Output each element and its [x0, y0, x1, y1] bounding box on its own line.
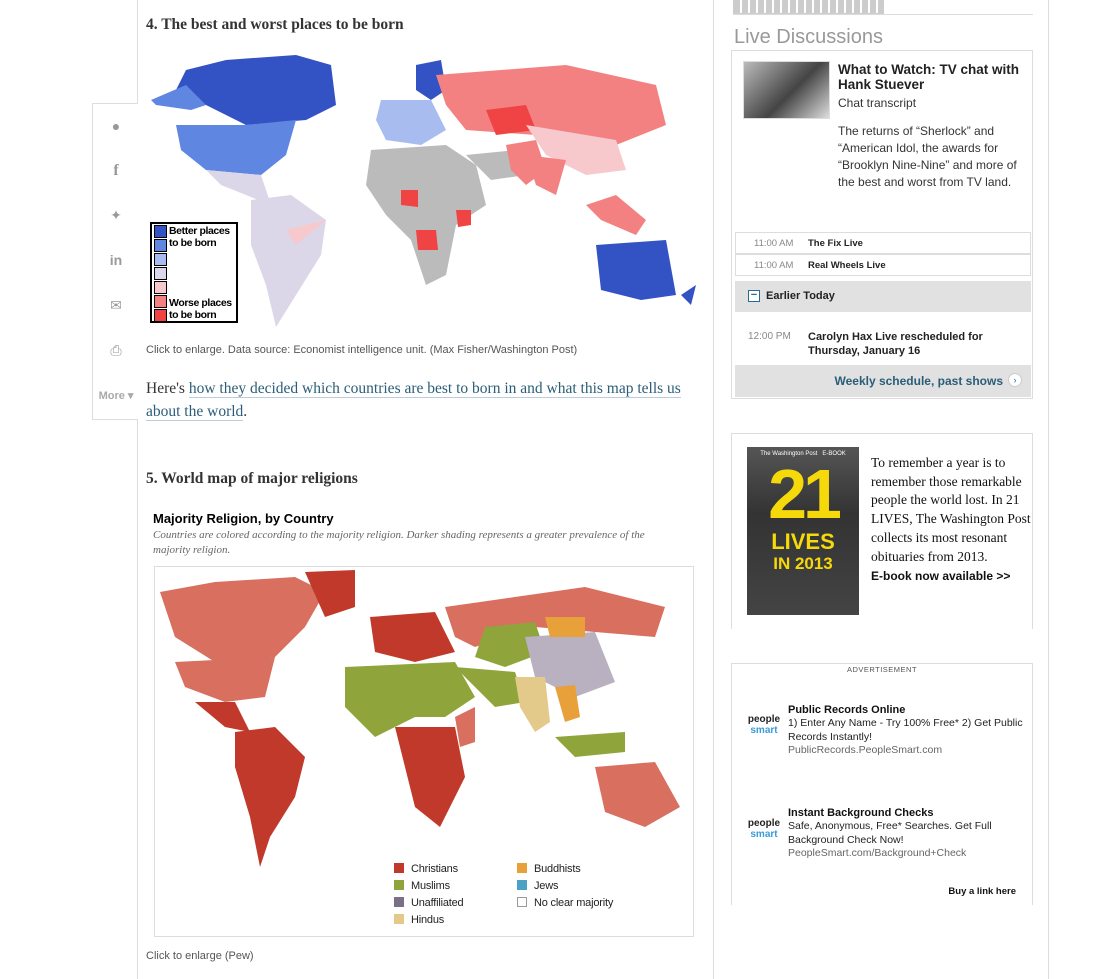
legend-swatch — [154, 295, 167, 308]
legend-item: Buddhists — [517, 863, 581, 875]
top-widget — [733, 0, 884, 14]
section-heading: 4. The best and worst places to be born — [146, 16, 404, 33]
legend-swatch — [154, 253, 167, 266]
map-subtitle: Countries are colored according to the m… — [153, 529, 645, 556]
legend-swatch — [154, 225, 167, 238]
para-text: Here's — [146, 380, 189, 397]
ad-label: ADVERTISEMENT — [846, 665, 918, 674]
legend-swatch — [154, 281, 167, 294]
buy-link[interactable]: Buy a link here — [948, 886, 1016, 897]
feature-subtitle: Chat transcript — [838, 96, 917, 110]
ad-item[interactable]: Instant Background Checks Safe, Anonymou… — [788, 807, 992, 859]
feature-thumbnail[interactable] — [743, 61, 830, 119]
schedule-row[interactable]: 11:00 AM Real Wheels Live — [735, 254, 1031, 276]
ebook-text: To remember a year is to remember those … — [871, 454, 1033, 584]
legend-item: Christians — [394, 863, 458, 875]
legend-swatch — [154, 309, 167, 322]
best-worst-places-map[interactable] — [146, 45, 704, 330]
map-caption: Click to enlarge. Data source: Economist… — [146, 344, 578, 356]
ebook-cta[interactable]: E-book now available >> — [871, 569, 1011, 584]
live-discussions-title: Live Discussions — [734, 26, 883, 48]
twitter-icon[interactable]: ✦ — [110, 207, 122, 223]
map-legend: Better places to be born Worse places to… — [150, 222, 238, 323]
comment-icon[interactable]: ● — [111, 118, 121, 134]
email-icon[interactable]: ✉ — [110, 297, 122, 313]
legend-item: Muslims — [394, 880, 450, 892]
weekly-schedule-label: Weekly schedule, past shows — [834, 374, 1003, 388]
map-title: Majority Religion, by Country — [153, 511, 334, 526]
earlier-today-label: Earlier Today — [766, 290, 835, 302]
religion-map[interactable] — [154, 566, 694, 937]
legend-swatch — [154, 239, 167, 252]
ebook-promo: The Washington Post E-BOOK 21 LIVES IN 2… — [731, 433, 1033, 629]
ebook-cover[interactable]: The Washington Post E-BOOK 21 LIVES IN 2… — [747, 447, 859, 615]
advertisement: ADVERTISEMENT people smart Public Records… — [731, 663, 1033, 905]
chevron-right-icon: › — [1008, 373, 1022, 387]
share-rail: ● f ✦ in ✉ ⎙ More ▾ — [92, 103, 138, 420]
more-button[interactable]: More ▾ — [98, 390, 134, 402]
ad-item[interactable]: Public Records Online 1) Enter Any Name … — [788, 704, 1023, 756]
schedule-row[interactable]: 11:00 AM The Fix Live — [735, 232, 1031, 254]
ebook-description: To remember a year is to remember those … — [871, 455, 1031, 564]
live-discussions-box: What to Watch: TV chat with Hank Stuever… — [731, 50, 1033, 399]
legend-item: Hindus — [394, 914, 444, 926]
legend-label-better: Better places to be born — [169, 225, 230, 249]
earlier-today-toggle[interactable]: − Earlier Today — [735, 281, 1031, 312]
legend-swatch — [154, 267, 167, 280]
collapse-icon: − — [748, 290, 760, 302]
column-divider — [713, 0, 714, 979]
peoplesmart-logo[interactable]: people smart — [747, 714, 781, 736]
print-icon[interactable]: ⎙ — [110, 342, 122, 358]
column-divider — [137, 0, 138, 979]
article-paragraph: Here's how they decided which countries … — [146, 377, 706, 423]
legend-item: Jews — [517, 880, 558, 892]
peoplesmart-logo[interactable]: people smart — [747, 818, 781, 840]
feature-title[interactable]: What to Watch: TV chat with Hank Stuever — [838, 62, 1019, 92]
legend-item: No clear majority — [517, 897, 613, 909]
earlier-item[interactable]: Carolyn Hax Live rescheduled for Thursda… — [808, 331, 983, 357]
divider — [733, 14, 1033, 15]
feature-text: What to Watch: TV chat with Hank Stuever… — [838, 62, 1024, 191]
feature-description: The returns of “Sherlock” and “American … — [838, 124, 1017, 189]
para-text: . — [243, 403, 248, 420]
map-caption: Click to enlarge (Pew) — [146, 950, 254, 962]
page-border — [1048, 0, 1049, 979]
article-link[interactable]: how they decided which countries are bes… — [146, 380, 681, 421]
facebook-icon[interactable]: f — [113, 162, 119, 179]
section-heading: 5. World map of major religions — [146, 470, 358, 487]
legend-item: Unaffiliated — [394, 897, 464, 909]
weekly-schedule-link[interactable]: Weekly schedule, past shows › — [735, 365, 1031, 397]
legend-label-worse: Worse places to be born — [169, 297, 232, 321]
earlier-time: 12:00 PM — [748, 331, 791, 342]
linkedin-icon[interactable]: in — [109, 252, 123, 268]
